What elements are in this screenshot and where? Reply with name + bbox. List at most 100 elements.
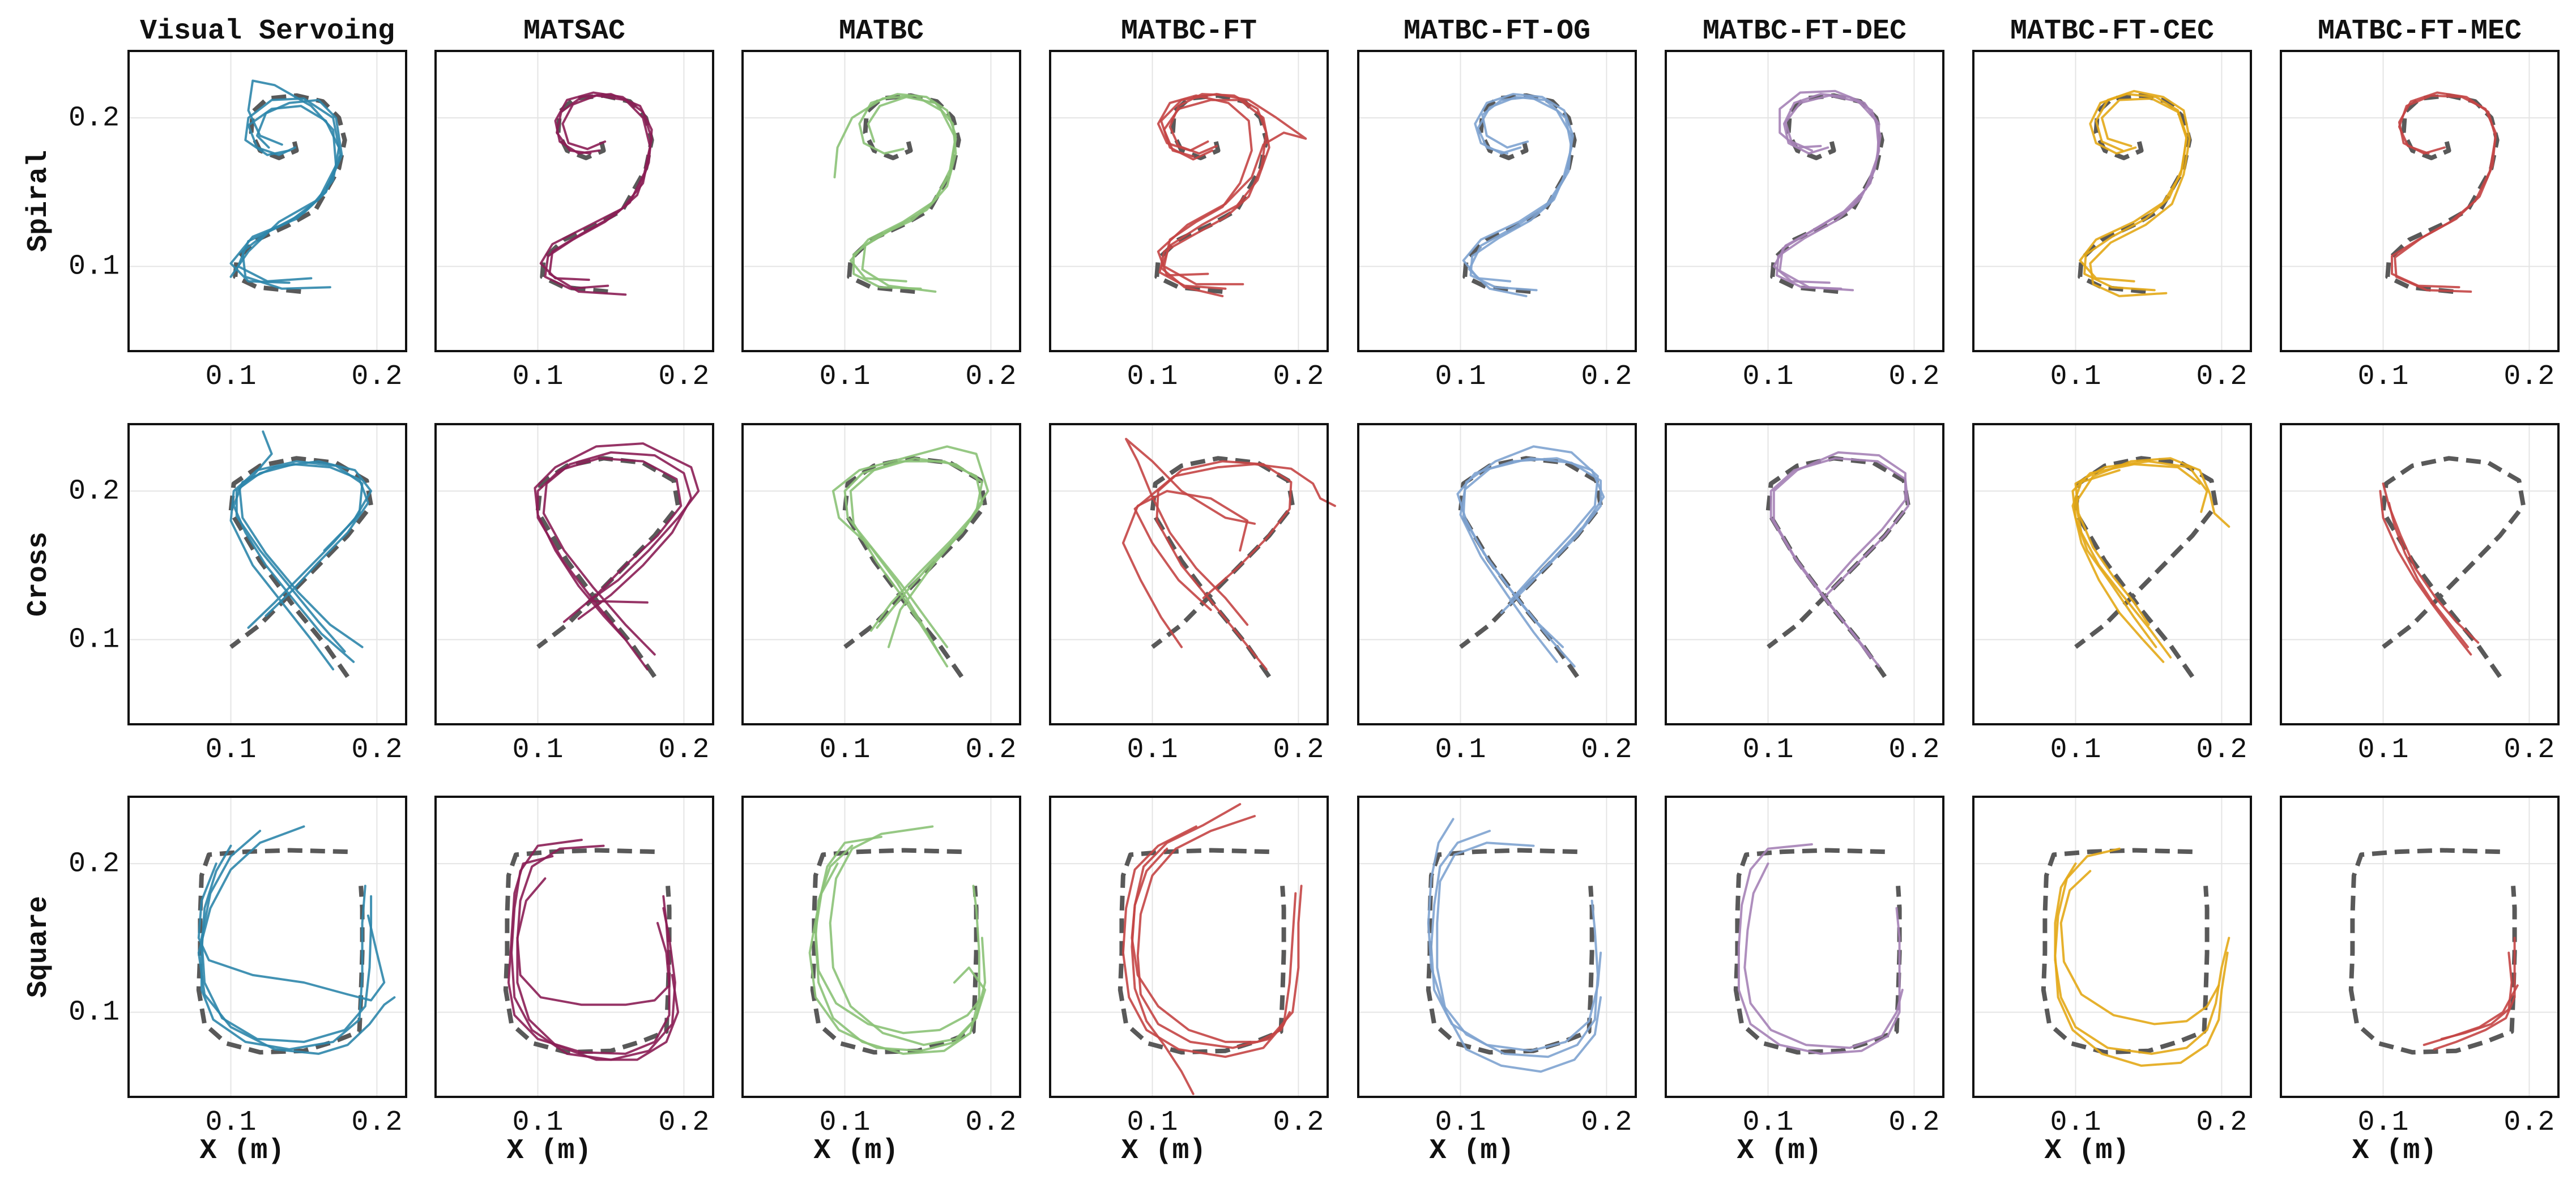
trajectory-line [843, 460, 983, 648]
x-tick-label: 0.1 [206, 361, 257, 393]
plot-frame [127, 50, 407, 352]
x-tick-label: 0.1 [1743, 1107, 1794, 1139]
trajectory-line [237, 79, 338, 283]
y-tick-label: 0.2 [69, 848, 120, 880]
plot-frame [741, 423, 1021, 725]
panel-spiral-matbc-ft-dec: 0.1 0.2 [1665, 50, 1944, 393]
x-axis-label: X (m) [1121, 1135, 1206, 1167]
trajectory-line [2394, 94, 2497, 293]
panel-square-visual-servoing: 0.1 0.2 0.1 0.2 X (m) [69, 796, 407, 1167]
plot-frame [1665, 423, 1944, 725]
trajectory-line [1157, 94, 1253, 285]
trajectory-line [1776, 93, 1882, 290]
trajectory-line [829, 825, 987, 1046]
trajectory-line [2387, 502, 2470, 648]
x-tick-label: 0.2 [2196, 361, 2247, 393]
x-tick-label: 0.2 [1273, 1107, 1324, 1139]
plot-frame [1972, 423, 2252, 725]
trajectory-line [200, 844, 366, 1050]
trajectory-line [548, 93, 653, 296]
trajectory-line [542, 451, 693, 656]
x-tick-label: 0.1 [1435, 1107, 1486, 1139]
x-tick-label: 0.1 [2358, 361, 2409, 393]
trajectory-line [2391, 91, 2497, 289]
x-axis-label: X (m) [200, 1135, 285, 1167]
x-tick-label: 0.2 [965, 734, 1016, 766]
trajectory-line [861, 96, 957, 293]
trajectory-line [2440, 951, 2513, 1040]
plot-frame [1049, 50, 1329, 352]
trajectory-line [235, 430, 346, 653]
column-title-matsac: MATSAC [523, 15, 625, 48]
panel-square-matbc-ft-mec: 0.1 0.2 X (m) [2280, 796, 2560, 1167]
trajectory-line [1769, 457, 1910, 668]
x-tick-label: 0.1 [1435, 734, 1486, 766]
trajectory-line [197, 862, 386, 1002]
x-tick-label: 0.2 [351, 1107, 402, 1139]
x-tick-label: 0.2 [1581, 734, 1632, 766]
panel-spiral-matbc-ft-cec: 0.1 0.2 [1972, 50, 2252, 393]
panel-cross-matbc-ft-mec: 0.1 0.2 [2280, 423, 2560, 766]
trajectory-line [1133, 463, 1336, 611]
x-tick-label: 0.2 [2504, 361, 2554, 393]
reference-path [1118, 848, 1286, 1055]
x-tick-label: 0.2 [1888, 734, 1939, 766]
trajectory-line [1121, 490, 1249, 648]
plot-frame [2280, 50, 2560, 352]
x-tick-label: 0.1 [820, 1107, 871, 1139]
plot-frame [2280, 423, 2560, 725]
reference-path [1733, 848, 1902, 1055]
plot-frame [1357, 50, 1637, 352]
reference-path [1426, 848, 1594, 1055]
trajectory-line [833, 94, 957, 283]
x-tick-label: 0.1 [1743, 734, 1794, 766]
x-tick-label: 0.1 [2358, 1107, 2409, 1139]
trajectory-line [1456, 457, 1605, 648]
column-title-visual-servoing: Visual Servoing [140, 15, 395, 48]
trajectory-line [539, 94, 652, 281]
plot-frame [741, 796, 1021, 1098]
x-tick-label: 0.1 [2050, 361, 2101, 393]
x-tick-label: 0.1 [2050, 734, 2101, 766]
reference-path [1462, 93, 1577, 294]
plot-frame [127, 796, 407, 1098]
panel-spiral-matbc-ft: 0.1 0.2 [1049, 50, 1329, 393]
reference-path [2041, 848, 2210, 1055]
x-tick-label: 0.1 [1127, 361, 1178, 393]
trajectory-line [1772, 94, 1880, 284]
trajectory-line [831, 445, 990, 656]
x-tick-label: 0.1 [513, 361, 564, 393]
x-axis-label: X (m) [2352, 1135, 2437, 1167]
plot-frame [1665, 50, 1944, 352]
x-tick-label: 0.2 [2196, 734, 2247, 766]
trajectory-line [1469, 93, 1575, 292]
panel-spiral-visual-servoing: 0.1 0.2 0.1 0.2 [69, 50, 407, 393]
y-tick-label: 0.1 [69, 251, 120, 283]
trajectory-line [2083, 93, 2188, 292]
panel-cross-matbc-ft-cec: 0.1 0.2 [1972, 423, 2252, 766]
panel-spiral-matbc: 0.1 0.2 [741, 50, 1021, 393]
trajectory-line [1136, 815, 1303, 1049]
x-tick-label: 0.2 [351, 734, 402, 766]
row-title-cross: Cross [23, 532, 55, 617]
x-tick-label: 0.2 [2196, 1107, 2247, 1139]
x-tick-label: 0.2 [658, 1107, 709, 1139]
reference-path [2348, 848, 2517, 1055]
column-title-matbc-ft-dec: MATBC-FT-DEC [1703, 15, 1907, 48]
x-tick-label: 0.1 [206, 734, 257, 766]
x-tick-label: 0.1 [1435, 361, 1486, 393]
column-title-matbc-ft-cec: MATBC-FT-CEC [2010, 15, 2214, 48]
panel-spiral-matbc-ft-mec: 0.1 0.2 [2280, 50, 2560, 393]
x-tick-label: 0.2 [965, 1107, 1016, 1139]
trajectory-line [2059, 870, 2220, 1026]
panel-cross-matsac: 0.1 0.2 [434, 423, 714, 766]
trajectory-line [1160, 99, 1270, 297]
trajectory-line [2074, 457, 2230, 659]
trajectory-line [2071, 469, 2165, 663]
trajectory-line [1779, 89, 1880, 292]
trajectory-line [516, 877, 671, 1006]
panel-cross-matbc-ft-og: 0.1 0.2 [1357, 423, 1637, 766]
x-tick-label: 0.1 [206, 1107, 257, 1139]
trajectory-line [197, 825, 396, 1055]
